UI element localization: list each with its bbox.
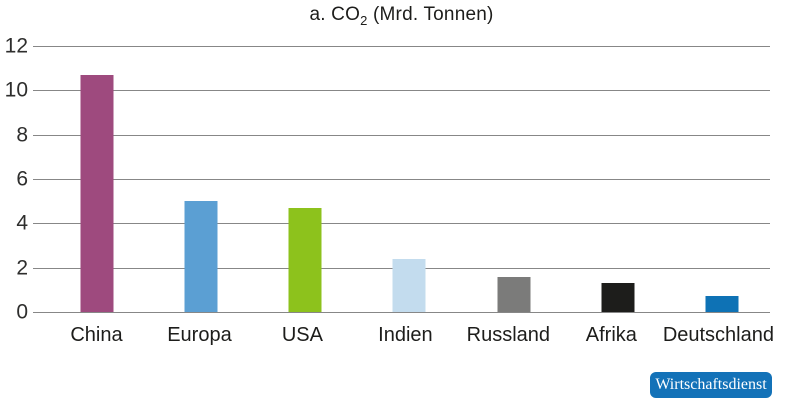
gridline-y-10 bbox=[33, 90, 770, 92]
x-label-usa: USA bbox=[281, 324, 323, 346]
y-tick-label-12: 12 bbox=[4, 34, 28, 58]
bar-column-russland bbox=[462, 46, 566, 312]
bar-column-deutschland bbox=[670, 46, 774, 312]
x-label-china: China bbox=[70, 324, 123, 346]
wirtschaftsdienst-badge: Wirtschaftsdienst bbox=[650, 372, 772, 398]
y-tick-label-4: 4 bbox=[16, 211, 28, 235]
chart-title-prefix: a. CO bbox=[309, 4, 361, 25]
bar-afrika bbox=[601, 283, 635, 312]
bar-indien bbox=[392, 258, 426, 312]
bar-column-europa bbox=[149, 46, 253, 312]
x-axis-category-labels: China Europa USA Indien Russland Afrika Deutsc… bbox=[45, 324, 774, 347]
chart-title-suffix: (Mrd. Tonnen) bbox=[367, 4, 494, 25]
x-label-russland: Russland bbox=[466, 324, 551, 346]
gridline-y-4 bbox=[33, 223, 770, 225]
y-tick-label-8: 8 bbox=[16, 123, 28, 147]
y-axis-tick-labels: 0 2 4 6 8 10 12 bbox=[0, 36, 28, 323]
bar-usa bbox=[288, 207, 322, 312]
x-label-afrika: Afrika bbox=[585, 324, 637, 346]
gridline-y-6 bbox=[33, 179, 770, 180]
bar-column-china bbox=[45, 46, 149, 312]
bar-china bbox=[80, 74, 114, 312]
chart-title: a. CO2 (Mrd. Tonnen) bbox=[33, 4, 770, 28]
gridline-y-8 bbox=[33, 134, 770, 136]
x-label-europa: Europa bbox=[167, 324, 232, 346]
bars-container bbox=[45, 46, 774, 312]
x-label-indien: Indien bbox=[378, 324, 433, 346]
y-tick-label-6: 6 bbox=[16, 167, 28, 191]
bar-deutschland bbox=[705, 296, 739, 312]
chart-title-subscript: 2 bbox=[360, 12, 368, 28]
gridline-y-12 bbox=[33, 46, 770, 47]
x-label-deutschland: Deutschland bbox=[662, 324, 774, 346]
bar-column-indien bbox=[357, 46, 461, 312]
bar-russland bbox=[497, 276, 531, 312]
badge-label: Wirtschaftsdienst bbox=[655, 376, 767, 393]
bar-column-usa bbox=[253, 46, 357, 312]
bar-europa bbox=[184, 201, 218, 312]
y-tick-label-10: 10 bbox=[4, 78, 28, 102]
y-tick-label-0: 0 bbox=[16, 300, 28, 324]
y-tick-label-2: 2 bbox=[16, 256, 28, 280]
bar-column-afrika bbox=[566, 46, 670, 312]
gridline-y-0 bbox=[33, 312, 770, 313]
